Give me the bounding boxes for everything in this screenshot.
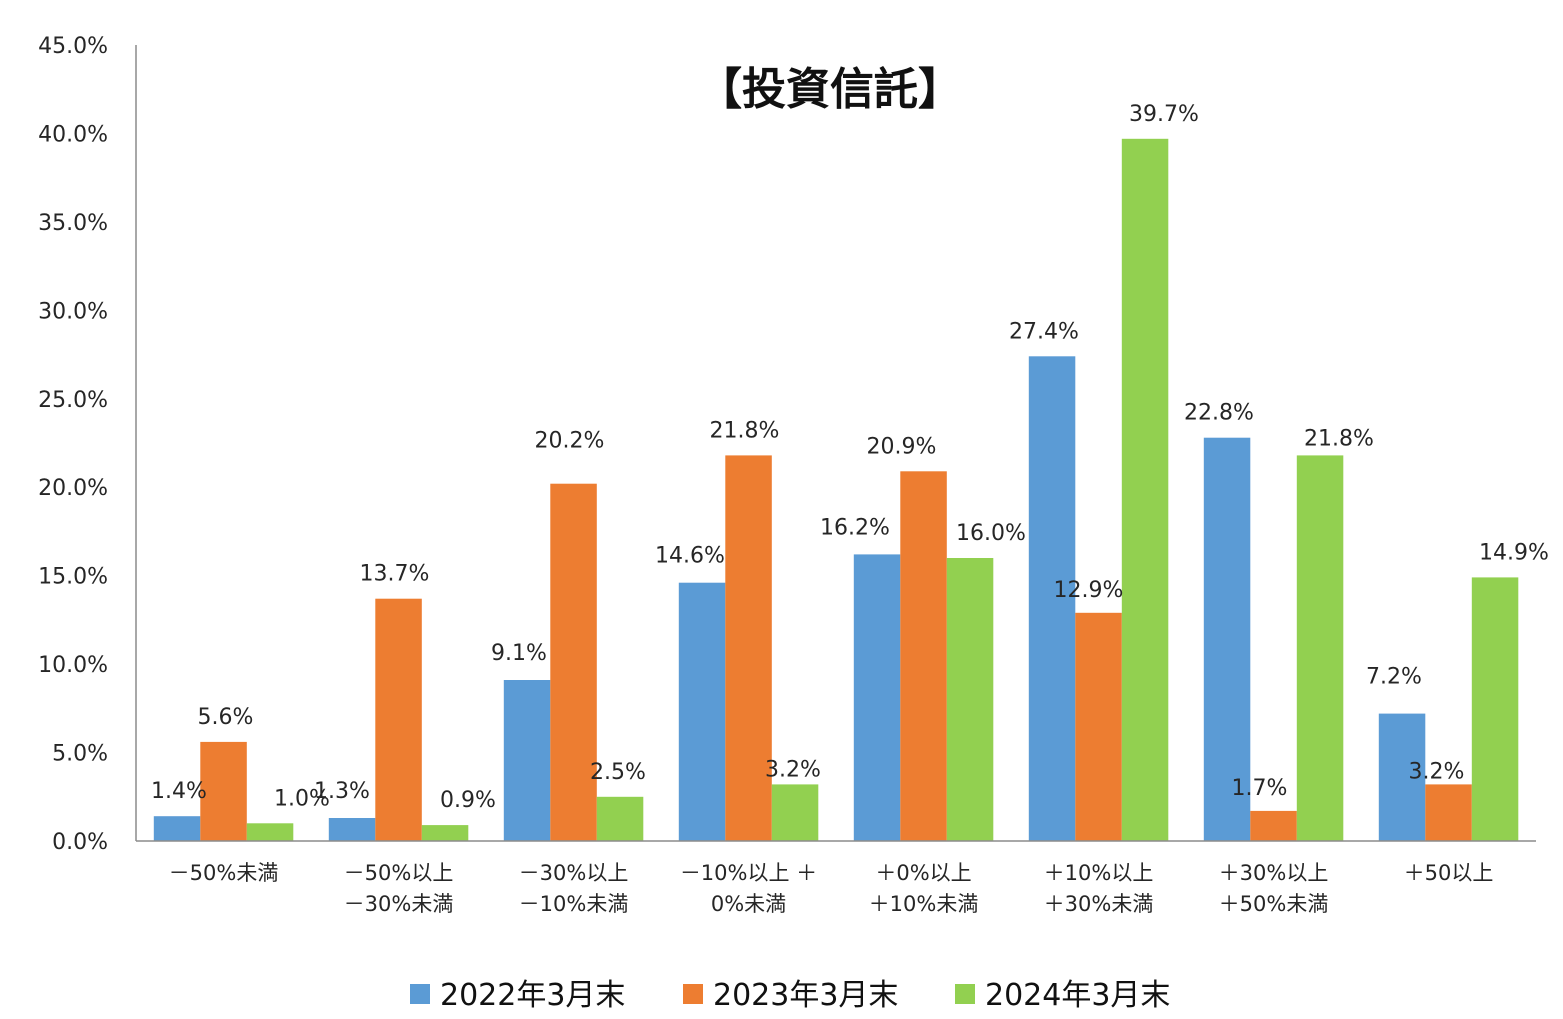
data-labels: 1.4% 1.3% 9.1% 14.6% 16.2% 27.4% 22.8% 7.2% 5.6%… <box>151 102 1549 813</box>
data-label: 2.5% <box>590 760 646 785</box>
x-tick-label: ＋50%未満 <box>1219 892 1329 916</box>
y-tick-label: 0.0% <box>52 830 108 855</box>
legend-label: 2024年3月末 <box>985 978 1170 1013</box>
category-labels: －50%未満 －50%以上 －30%未満 －30%以上 －10%未満 －10%以上 ＋ 0%… <box>169 861 1494 916</box>
y-tick-label: 40.0% <box>38 122 108 147</box>
data-label: 7.2% <box>1366 665 1422 690</box>
y-tick-label: 20.0% <box>38 476 108 501</box>
bar <box>1250 810 1297 841</box>
bar <box>375 598 422 841</box>
data-label: 16.0% <box>956 521 1026 546</box>
bar <box>900 471 947 841</box>
data-label: 1.0% <box>274 786 330 811</box>
data-label: 39.7% <box>1129 102 1199 127</box>
bar <box>503 680 551 841</box>
bar <box>771 784 819 841</box>
y-tick-label: 10.0% <box>38 653 108 678</box>
data-label: 20.2% <box>535 429 605 454</box>
data-label: 3.2% <box>1409 759 1465 784</box>
legend-label: 2022年3月末 <box>440 978 625 1013</box>
bar <box>725 455 772 841</box>
data-label: 0.9% <box>440 788 496 813</box>
x-tick-label: 0%未満 <box>711 892 786 916</box>
data-label: 12.9% <box>1054 578 1124 603</box>
data-label: 14.9% <box>1479 540 1549 565</box>
bars <box>153 138 1519 842</box>
data-label: 22.8% <box>1184 401 1254 426</box>
bar <box>1296 455 1344 841</box>
bar <box>200 741 247 841</box>
chart-title: 【投資信託】 <box>698 64 962 115</box>
bar <box>678 582 726 841</box>
y-tick-label: 45.0% <box>38 34 108 59</box>
x-tick-label: ＋30%未満 <box>1044 892 1154 916</box>
bar <box>1378 713 1426 841</box>
data-label: 16.2% <box>820 515 890 540</box>
x-tick-label: －50%未満 <box>169 861 279 885</box>
bar <box>1203 437 1251 841</box>
y-axis-ticks: 0.0% 5.0% 10.0% 15.0% 20.0% 25.0% 30.0% 35.0% 40… <box>38 34 108 855</box>
bar <box>550 483 597 841</box>
data-label: 1.4% <box>151 779 207 804</box>
y-tick-label: 30.0% <box>38 299 108 324</box>
bar <box>1028 356 1076 841</box>
data-label: 9.1% <box>491 641 547 666</box>
data-label: 13.7% <box>360 562 430 587</box>
bar <box>153 816 201 841</box>
legend-label: 2023年3月末 <box>713 978 898 1013</box>
bar <box>853 554 901 841</box>
legend-swatch <box>683 984 703 1004</box>
data-label: 20.9% <box>867 434 937 459</box>
x-tick-label: －50%以上 <box>344 861 454 885</box>
bar <box>246 823 294 841</box>
x-tick-label: ＋30%以上 <box>1219 861 1329 885</box>
bar <box>596 796 644 841</box>
x-tick-label: －30%以上 <box>519 861 629 885</box>
x-tick-label: －10%以上 ＋ <box>680 861 817 885</box>
data-label: 21.8% <box>1304 426 1374 451</box>
legend: 2022年3月末 2023年3月末 2024年3月末 <box>410 978 1170 1013</box>
data-label: 5.6% <box>198 705 254 730</box>
data-label: 3.2% <box>765 757 821 782</box>
bar <box>1075 612 1122 841</box>
y-tick-label: 15.0% <box>38 565 108 590</box>
bar <box>1471 577 1519 841</box>
bar <box>328 818 376 841</box>
data-label: 1.7% <box>1232 776 1288 801</box>
x-tick-label: ＋50以上 <box>1404 861 1494 885</box>
x-tick-label: ＋0%以上 <box>875 861 971 885</box>
data-label: 21.8% <box>710 418 780 443</box>
data-label: 1.3% <box>314 779 370 804</box>
x-tick-label: －30%未満 <box>344 892 454 916</box>
bar <box>946 558 994 841</box>
y-tick-label: 25.0% <box>38 388 108 413</box>
bar <box>1425 784 1472 841</box>
data-label: 14.6% <box>655 544 725 569</box>
data-label: 27.4% <box>1009 319 1079 344</box>
y-tick-label: 35.0% <box>38 211 108 236</box>
y-tick-label: 5.0% <box>52 742 108 767</box>
x-tick-label: －10%未満 <box>519 892 629 916</box>
bar <box>1121 138 1169 842</box>
x-tick-label: ＋10%未満 <box>869 892 979 916</box>
legend-swatch <box>955 984 975 1004</box>
bar <box>421 825 469 841</box>
x-tick-label: ＋10%以上 <box>1044 861 1154 885</box>
legend-swatch <box>410 984 430 1004</box>
